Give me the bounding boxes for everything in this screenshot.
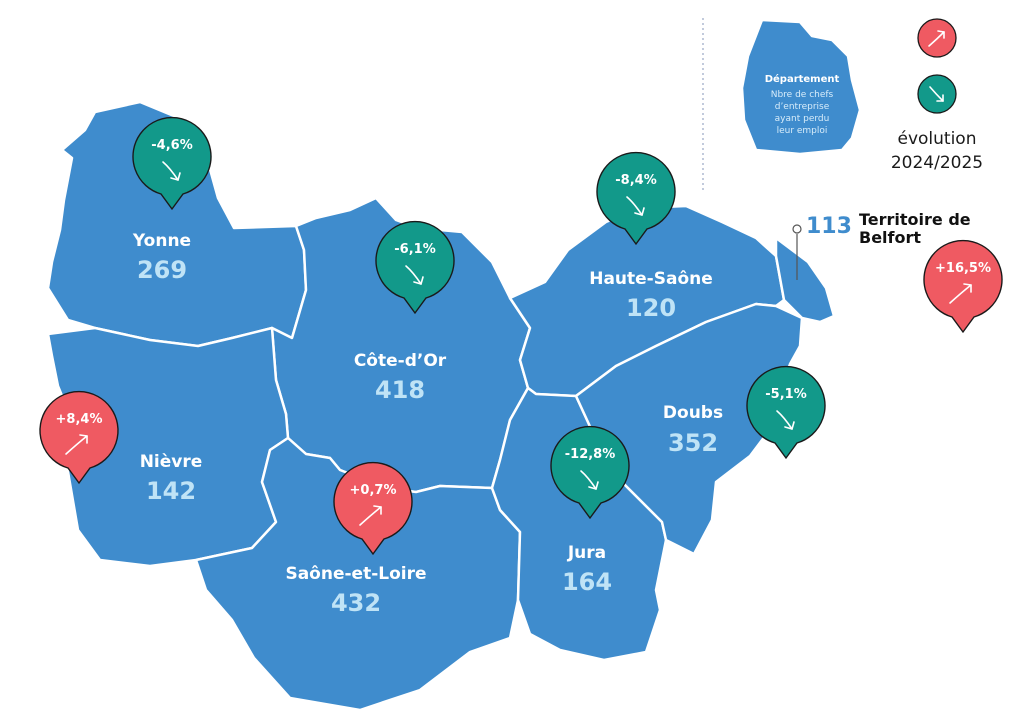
pin-territoire-de-belfort: +16,5% <box>923 239 1003 334</box>
belfort-callout: 113 Territoire de Belfort <box>792 210 971 280</box>
arrow-down-right-icon <box>776 410 795 430</box>
value-doubs: 352 <box>668 429 718 457</box>
department-labels: Yonne 269 Côte-d’Or 418 Haute-Saône 120 … <box>132 231 723 617</box>
evolution-pins: -4,6% -6,1% -8,4% +8,4% +0,7% -5,1% <box>39 116 1003 556</box>
pin-nievre: +8,4% <box>39 390 119 485</box>
evolution-nievre: +8,4% <box>56 412 103 427</box>
label-yonne: Yonne <box>132 231 191 251</box>
legend-line-3: ayant perdu <box>775 114 830 124</box>
pin-shape-decrease <box>746 365 826 460</box>
legend-line-2: d’entreprise <box>775 102 830 112</box>
region-territoire-de-belfort[interactable] <box>774 236 836 324</box>
label-nievre: Nièvre <box>140 452 203 472</box>
evolution-saone-et-loire: +0,7% <box>350 483 397 498</box>
pin-shape-decrease <box>596 151 676 246</box>
pin-yonne: -4,6% <box>132 116 212 211</box>
evolution-yonne: -4,6% <box>151 138 192 153</box>
value-jura: 164 <box>562 568 612 596</box>
label-territoire-de-belfort-line2: Belfort <box>859 228 921 247</box>
pin-shape-increase <box>39 390 119 485</box>
pin-shape-increase <box>923 239 1003 334</box>
evolution-cote-d-or: -6,1% <box>394 242 435 257</box>
legend-line-1: Nbre de chefs <box>771 90 834 100</box>
arrow-up-right-icon <box>928 30 945 47</box>
value-saone-et-loire: 432 <box>331 589 381 617</box>
legend-line-4: leur emploi <box>777 126 828 136</box>
legend-decrease-marker <box>917 74 957 114</box>
arrow-down-right-icon <box>929 86 944 102</box>
pin-shape-decrease <box>132 116 212 211</box>
belfort-leader-dot <box>792 224 802 234</box>
arrow-down-right-icon <box>626 196 645 216</box>
legend-title: Département <box>765 73 840 85</box>
label-haute-saone: Haute-Saône <box>589 269 713 289</box>
legend-increase-marker <box>917 18 957 58</box>
evolution-doubs: -5,1% <box>765 387 806 402</box>
evolution-jura: -12,8% <box>565 447 616 462</box>
pin-cote-d-or: -6,1% <box>375 220 455 315</box>
pin-saone-et-loire: +0,7% <box>333 461 413 556</box>
pin-shape-decrease <box>550 425 630 520</box>
arrow-down-right-icon <box>405 265 424 285</box>
arrow-up-right-icon <box>949 283 972 304</box>
evolution-haute-saone: -8,4% <box>615 173 656 188</box>
label-jura: Jura <box>567 543 606 563</box>
pin-jura: -12,8% <box>550 425 630 520</box>
legend: Département Nbre de chefs d’entreprise a… <box>702 18 983 192</box>
legend-department-shape <box>740 18 862 156</box>
legend-period: 2024/2025 <box>891 153 983 173</box>
pin-doubs: -5,1% <box>746 365 826 460</box>
pin-haute-saone: -8,4% <box>596 151 676 246</box>
arrow-up-right-icon <box>65 434 88 455</box>
label-territoire-de-belfort-line1: Territoire de <box>859 210 971 229</box>
evolution-territoire-de-belfort: +16,5% <box>935 261 991 276</box>
arrow-up-right-icon <box>359 505 382 526</box>
label-saone-et-loire: Saône-et-Loire <box>285 564 426 584</box>
value-haute-saone: 120 <box>626 294 676 322</box>
arrow-down-right-icon <box>580 470 599 490</box>
label-doubs: Doubs <box>663 403 723 423</box>
value-yonne: 269 <box>137 256 187 284</box>
arrow-down-right-icon <box>162 161 181 181</box>
value-cote-d-or: 418 <box>375 376 425 404</box>
map-regions <box>46 100 836 712</box>
pin-shape-decrease <box>375 220 455 315</box>
pin-shape-increase <box>333 461 413 556</box>
value-territoire-de-belfort: 113 <box>806 214 852 239</box>
label-cote-d-or: Côte-d’Or <box>354 351 447 371</box>
value-nievre: 142 <box>146 477 196 505</box>
legend-evolution-label: évolution <box>898 129 977 149</box>
